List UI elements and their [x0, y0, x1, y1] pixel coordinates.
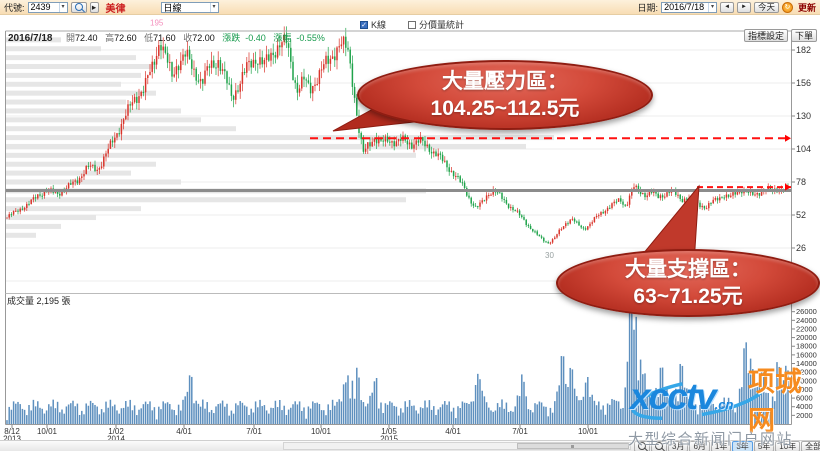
zoom-in-button[interactable]: [634, 440, 650, 451]
svg-text:26: 26: [796, 243, 806, 253]
pressure-callout: 大量壓力區： 104.25~112.5元: [357, 60, 653, 130]
svg-text:10/01: 10/01: [37, 427, 58, 436]
svg-text:20000: 20000: [796, 333, 817, 342]
svg-text:8/12: 8/12: [4, 427, 20, 436]
indicator-settings-button[interactable]: 指標設定: [743, 29, 788, 42]
chevron-down-icon[interactable]: ▾: [209, 2, 216, 12]
marks-layer: 195 30: [150, 19, 554, 260]
change-value: -0.40: [245, 33, 266, 43]
chart-options-strip: ✓ K線 分價量統計: [0, 15, 820, 30]
toolbar: 代號: 2439 ▾ ▸ 美律 日線 ▾ 日期: 2016/7/18 ▾ ◄ ►…: [0, 0, 820, 15]
stock-code-label: 代號:: [4, 2, 25, 13]
pressure-callout-title: 大量壓力區：: [442, 69, 568, 93]
stock-code-combo[interactable]: 2439 ▾: [27, 1, 68, 13]
svg-text:30: 30: [545, 251, 554, 260]
svg-text:7/01: 7/01: [512, 427, 528, 436]
volume-label: 成交量 2,195 張: [7, 296, 71, 306]
scrollbar-thumb[interactable]: [517, 443, 629, 449]
svg-text:2013: 2013: [3, 435, 21, 444]
date-label: 日期:: [637, 2, 659, 13]
svg-text:2014: 2014: [107, 435, 125, 444]
svg-text:24000: 24000: [796, 316, 817, 325]
kline-label: K線: [371, 20, 387, 30]
range-button-10年[interactable]: 10年: [775, 440, 801, 451]
magnifier-icon: [655, 442, 663, 450]
svg-text:4000: 4000: [796, 402, 813, 411]
svg-text:26000: 26000: [796, 307, 817, 316]
zoom-out-button[interactable]: [651, 440, 667, 451]
svg-text:130: 130: [796, 111, 811, 121]
axis-layer: 1821561301047852260260002400022000200001…: [3, 30, 817, 444]
open-value: 72.40: [75, 33, 98, 43]
search-icon: [74, 3, 83, 11]
refresh-button[interactable]: 更新: [797, 2, 816, 13]
svg-text:1/05: 1/05: [381, 427, 397, 436]
range-buttons: 3月 6月 1年 3年 5年 10年 全部: [634, 440, 820, 451]
change-pct-value: -0.55%: [296, 33, 325, 43]
svg-text:14000: 14000: [796, 359, 817, 368]
range-button-3年[interactable]: 3年: [732, 440, 753, 451]
range-button-6月[interactable]: 6月: [689, 440, 710, 451]
kline-checkbox[interactable]: ✓ K線: [360, 18, 386, 31]
support-callout-title: 大量支撐區：: [625, 257, 751, 281]
svg-text:18000: 18000: [796, 342, 817, 351]
statusbar: 3月 6月 1年 3年 5年 10年 全部: [0, 440, 820, 451]
checkbox-empty-icon[interactable]: [408, 20, 416, 29]
svg-text:1/02: 1/02: [108, 427, 124, 436]
close-value: 72.00: [192, 33, 215, 43]
pressure-callout-range: 104.25~112.5元: [430, 97, 580, 120]
refresh-icon[interactable]: ↻: [781, 1, 793, 13]
svg-text:22000: 22000: [796, 324, 817, 333]
date-prev-button[interactable]: ◄: [720, 1, 735, 13]
chevron-down-icon[interactable]: ▾: [58, 2, 65, 12]
stock-name: 美律: [105, 3, 126, 15]
svg-text:7/01: 7/01: [246, 427, 262, 436]
svg-text:182: 182: [796, 45, 811, 55]
svg-text:52: 52: [796, 210, 806, 220]
svg-text:195: 195: [150, 19, 164, 28]
svg-text:16000: 16000: [796, 350, 817, 359]
scrollbar-track[interactable]: [283, 442, 631, 450]
svg-text:10/01: 10/01: [311, 427, 332, 436]
svg-text:104: 104: [796, 144, 811, 154]
ohlc-info: 2016/7/18 開72.40 高72.60 低71.60 收72.00 漲跌…: [8, 33, 325, 44]
svg-text:4/01: 4/01: [176, 427, 192, 436]
low-value: 71.60: [153, 33, 176, 43]
svg-text:10000: 10000: [796, 376, 817, 385]
range-button-全部[interactable]: 全部: [801, 440, 820, 451]
svg-text:156: 156: [796, 78, 811, 88]
high-value: 72.60: [114, 33, 137, 43]
price-volume-checkbox[interactable]: 分價量統計: [408, 18, 464, 31]
today-button[interactable]: 今天: [753, 1, 779, 13]
quote-date: 2016/7/18: [8, 33, 53, 44]
range-button-1年[interactable]: 1年: [710, 440, 732, 451]
period-combo[interactable]: 日線 ▾: [160, 1, 219, 13]
svg-text:4/01: 4/01: [445, 427, 461, 436]
search-button[interactable]: [70, 1, 87, 13]
chevron-down-icon[interactable]: ▾: [708, 2, 714, 12]
svg-text:8000: 8000: [796, 385, 813, 394]
svg-text:2000: 2000: [796, 411, 813, 420]
magnifier-icon: [638, 442, 646, 450]
support-callout-range: 63~71.25元: [633, 285, 743, 308]
date-combo[interactable]: 2016/7/18 ▾: [661, 1, 718, 13]
checkbox-checked-icon[interactable]: ✓: [360, 20, 368, 29]
date-next-button[interactable]: ►: [737, 1, 751, 13]
svg-text:12000: 12000: [796, 368, 817, 377]
range-button-3月[interactable]: 3月: [668, 440, 689, 451]
price-volume-label: 分價量統計: [419, 20, 465, 30]
svg-text:78: 78: [796, 177, 806, 187]
order-button[interactable]: 下單: [790, 29, 817, 42]
support-callout: 大量支撐區： 63~71.25元: [556, 249, 820, 317]
stock-picker-button[interactable]: ▸: [89, 1, 99, 13]
range-button-5年[interactable]: 5年: [753, 440, 775, 451]
svg-text:2015: 2015: [380, 435, 398, 444]
svg-text:6000: 6000: [796, 394, 813, 403]
svg-text:10/01: 10/01: [578, 427, 599, 436]
